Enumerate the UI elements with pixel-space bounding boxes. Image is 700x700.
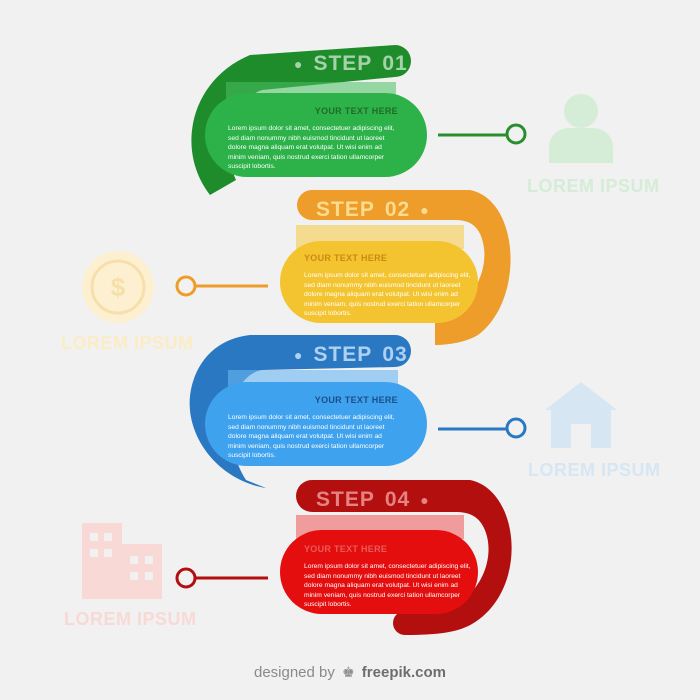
- step-1-connector: [438, 123, 527, 145]
- step-2-number: 02: [384, 198, 411, 221]
- step-4-pill: [280, 530, 478, 614]
- svg-text:$: $: [111, 272, 126, 302]
- step-1-heading: YOUR TEXT HERE: [314, 106, 398, 116]
- step-4-ribbon: [296, 480, 512, 635]
- step-1-shape: [191, 45, 427, 195]
- credit-prefix: designed by: [253, 664, 335, 681]
- step-2-text: YOUR TEXT HERE Lorem ipsum dolor sit ame…: [304, 253, 474, 319]
- credit-brand[interactable]: freepik.com: [361, 664, 446, 681]
- step-3-number: 03: [382, 343, 408, 366]
- step-1-header: ● STEP 01: [294, 52, 408, 76]
- step-4-number: 04: [384, 488, 411, 511]
- step-2-dot-icon: ●: [420, 202, 430, 218]
- step-4-shape: [280, 480, 512, 635]
- step-3-shape: [189, 335, 427, 488]
- step-2-side-label: LOREM IPSUM: [61, 333, 194, 353]
- step-4-dot-icon: ●: [420, 492, 430, 508]
- step-2-heading: YOUR TEXT HERE: [304, 253, 388, 263]
- step-1-number: 01: [382, 52, 408, 75]
- freepik-logo-icon: ♚: [342, 664, 355, 680]
- step-4-side-label: LOREM IPSUM: [64, 609, 197, 629]
- buildings-icon: [82, 523, 162, 599]
- step-2-label: STEP: [316, 198, 375, 221]
- step-2-header: STEP 02 ●: [316, 198, 430, 222]
- step-3-heading: YOUR TEXT HERE: [314, 395, 398, 405]
- step-4-body: Lorem ipsum dolor sit amet, consectetuer…: [304, 563, 471, 609]
- step-2-ribbon: [297, 190, 511, 345]
- credit-line: designed by ♚ freepik.com: [0, 664, 700, 681]
- step-4-heading: YOUR TEXT HERE: [304, 544, 388, 554]
- step-1-body: Lorem ipsum dolor sit amet, consectetuer…: [228, 125, 395, 171]
- step-1-label: STEP: [313, 52, 373, 75]
- step-1-pill: [205, 93, 427, 177]
- step-3-dot-icon: ●: [294, 347, 304, 363]
- step-3-connector: [438, 417, 527, 439]
- step-3-side-label: LOREM IPSUM: [528, 460, 661, 480]
- step-4-label: STEP: [316, 488, 375, 511]
- step-2-shape: [280, 190, 511, 345]
- step-1-side-label: LOREM IPSUM: [527, 176, 660, 196]
- step-3-header: ● STEP 03: [294, 343, 408, 367]
- step-2-pill: [280, 241, 478, 323]
- step-2-connector: [175, 275, 268, 297]
- step-1-text: YOUR TEXT HERE Lorem ipsum dolor sit ame…: [228, 106, 398, 172]
- house-icon: [545, 382, 617, 448]
- step-2-body: Lorem ipsum dolor sit amet, consectetuer…: [304, 272, 471, 318]
- step-3-label: STEP: [313, 343, 373, 366]
- step-4-header: STEP 04 ●: [316, 488, 430, 512]
- step-4-connector: [175, 567, 268, 589]
- step-4-text: YOUR TEXT HERE Lorem ipsum dolor sit ame…: [304, 544, 474, 610]
- step-3-body: Lorem ipsum dolor sit amet, consectetuer…: [228, 414, 395, 460]
- step-3-pill: [205, 382, 427, 466]
- step-1-dot-icon: ●: [294, 56, 304, 72]
- step-3-text: YOUR TEXT HERE Lorem ipsum dolor sit ame…: [228, 395, 398, 461]
- dollar-coin-icon: $: [82, 251, 154, 323]
- user-icon: [549, 94, 613, 163]
